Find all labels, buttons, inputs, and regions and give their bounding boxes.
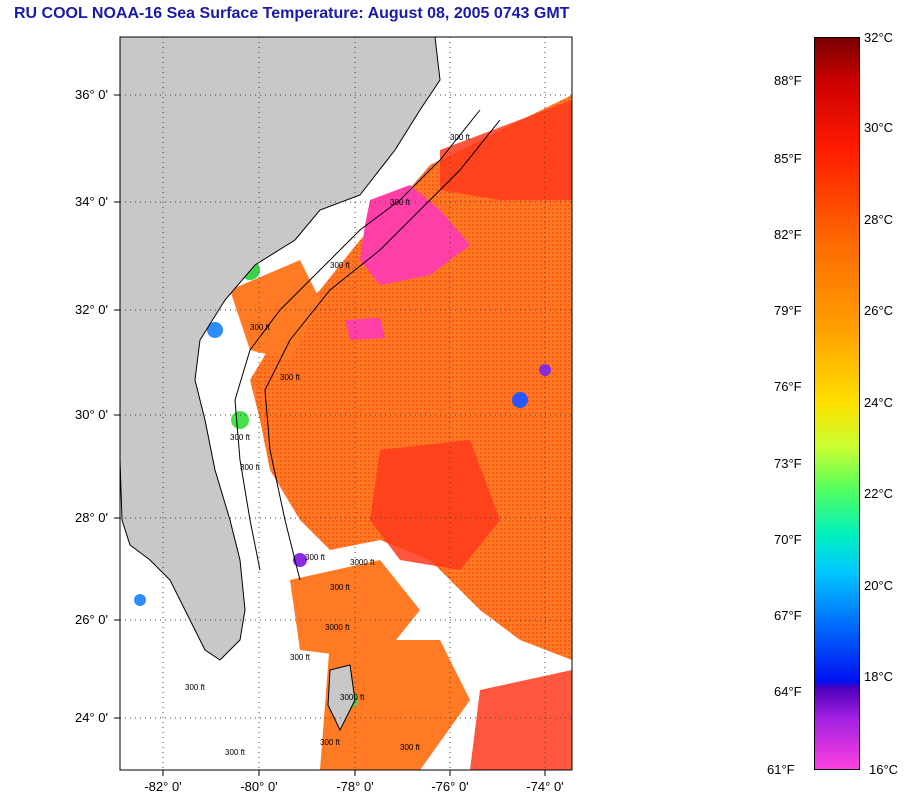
celsius-label: 24°C (864, 395, 894, 410)
lat-label: 32° 0' (75, 302, 108, 317)
lat-label: 28° 0' (75, 510, 108, 525)
lat-label: 30° 0' (75, 407, 108, 422)
lon-label: -76° 0' (431, 779, 468, 794)
celsius-label: 32°C (864, 30, 894, 45)
isobath-label: 300 ft (390, 198, 411, 207)
celsius-label: 28°C (864, 212, 894, 227)
lon-label: -74° 0' (526, 779, 563, 794)
sst-cold-patch (360, 185, 470, 285)
isobath-label: 300 ft (330, 583, 351, 592)
axis-ticks (114, 94, 546, 776)
celsius-label: 22°C (864, 486, 894, 501)
isobath-label: 300 ft (305, 553, 326, 562)
fahrenheit-label: 85°F (774, 151, 802, 166)
celsius-label: 26°C (864, 303, 894, 318)
fahrenheit-label: 79°F (774, 303, 802, 318)
map-frame (119, 36, 573, 771)
temperature-colorbar (814, 37, 860, 770)
lon-labels: -82° 0' -80° 0' -78° 0' -76° 0' -74° 0' (144, 779, 563, 794)
lon-label: -80° 0' (240, 779, 277, 794)
isobath-labels: 300 ft 300 ft 300 ft 300 ft 300 ft 300 f… (185, 133, 471, 757)
celsius-label: 30°C (864, 120, 894, 135)
isobath-label: 300 ft (320, 738, 341, 747)
sst-cold-patch-small (345, 318, 385, 340)
isobath-label: 300 ft (240, 463, 261, 472)
isobath-label: 300 ft (290, 653, 311, 662)
lat-label: 34° 0' (75, 194, 108, 209)
lat-label: 36° 0' (75, 87, 108, 102)
isobath-label: 3000 ft (350, 558, 375, 567)
fahrenheit-label: 64°F (774, 684, 802, 699)
fahrenheit-label: 73°F (774, 456, 802, 471)
celsius-label: 20°C (864, 578, 894, 593)
isobath-label: 3000 ft (340, 693, 365, 702)
fahrenheit-label: 67°F (774, 608, 802, 623)
celsius-label: 16°C (869, 762, 899, 777)
sst-hot-region (370, 100, 572, 770)
sst-cool-spots (134, 260, 551, 708)
isobath-3000ft (264, 119, 501, 581)
lat-label: 26° 0' (75, 612, 108, 627)
lon-label: -82° 0' (144, 779, 181, 794)
isobath-label: 300 ft (330, 261, 351, 270)
celsius-label: 18°C (864, 669, 894, 684)
isobath-label: 300 ft (230, 433, 251, 442)
fahrenheit-label: 88°F (774, 73, 802, 88)
isobath-label: 300 ft (185, 683, 206, 692)
map-title: RU COOL NOAA-16 Sea Surface Temperature:… (14, 5, 570, 22)
graticule (120, 37, 572, 770)
sst-warm-coastal (230, 260, 470, 770)
lat-label: 24° 0' (75, 710, 108, 725)
fahrenheit-label: 76°F (774, 379, 802, 394)
island-land (327, 664, 356, 732)
isobath-label: 300 ft (280, 373, 301, 382)
isobath-label: 300 ft (225, 748, 246, 757)
fahrenheit-label: 70°F (774, 532, 802, 547)
isobath-label: 3000 ft (325, 623, 350, 632)
isobath-label: 300 ft (250, 323, 271, 332)
land-mass (120, 37, 441, 661)
isobath-label: 300 ft (450, 133, 471, 142)
fahrenheit-label: 61°F (767, 762, 795, 777)
lat-labels: 36° 0' 34° 0' 32° 0' 30° 0' 28° 0' 26° 0… (75, 87, 108, 725)
lon-label: -78° 0' (336, 779, 373, 794)
fahrenheit-label: 82°F (774, 227, 802, 242)
isobath-label: 300 ft (400, 743, 421, 752)
